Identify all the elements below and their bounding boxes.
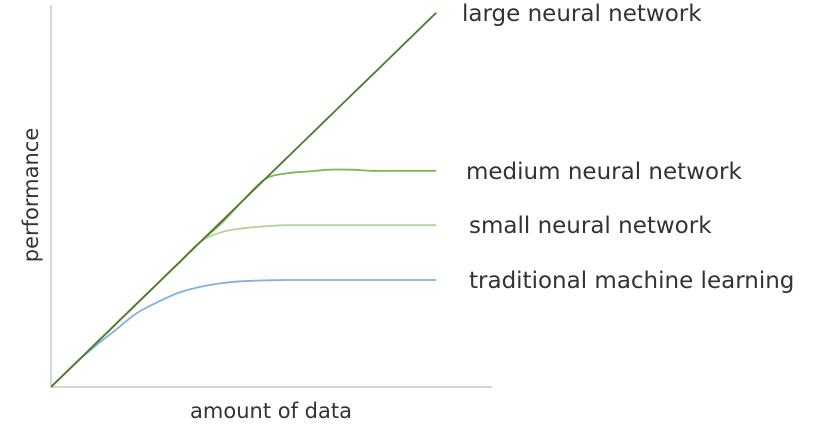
series-group <box>50 12 437 388</box>
label-group: large neural network medium neural networ… <box>462 1 794 294</box>
series-line-traditional-machine-learning <box>50 279 437 388</box>
series-label-medium-neural-network: medium neural network <box>466 159 742 185</box>
series-line-medium-neural-network <box>50 168 437 388</box>
x-axis-title: amount of data <box>190 399 352 423</box>
series-label-traditional-machine-learning: traditional machine learning <box>469 268 794 294</box>
series-line-small-neural-network <box>50 224 437 388</box>
series-label-small-neural-network: small neural network <box>469 213 712 239</box>
series-line-large-neural-network <box>50 12 437 388</box>
series-label-large-neural-network: large neural network <box>462 1 702 27</box>
y-axis-title: performance <box>19 128 43 263</box>
